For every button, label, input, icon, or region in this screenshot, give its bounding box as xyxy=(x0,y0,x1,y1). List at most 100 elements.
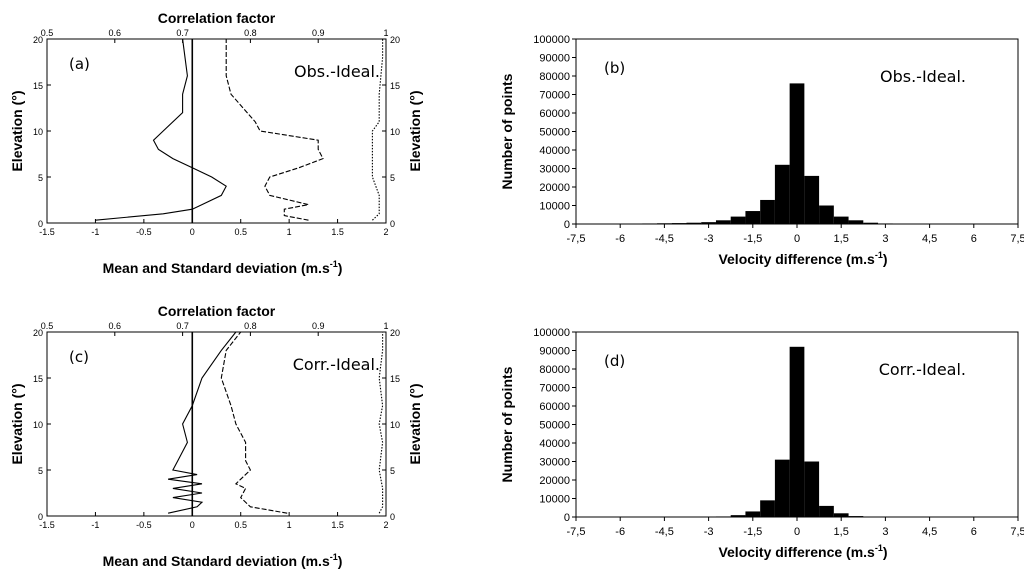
y-tick-label-right: 5 xyxy=(390,466,395,476)
panel-annotation: Corr.-Ideal. xyxy=(293,355,380,374)
y-tick-label: 100000 xyxy=(533,327,570,339)
y-tick-label: 40000 xyxy=(539,145,570,157)
histogram-bar xyxy=(789,346,805,517)
x-axis-title: Mean and Standard deviation (m.s-1) xyxy=(103,259,343,276)
series-line-3 xyxy=(371,39,384,221)
x-tick-label: 4,5 xyxy=(922,526,937,538)
y-tick-label: 50000 xyxy=(539,420,570,432)
x-tick-label: -4,5 xyxy=(655,526,674,538)
y-tick-label-right: 0 xyxy=(390,219,395,229)
y-tick-label: 0 xyxy=(564,219,570,231)
x-axis-title: Mean and Standard deviation (m.s-1) xyxy=(103,552,343,569)
x-tick-label: -3 xyxy=(704,526,714,538)
x-tick-label: -7,5 xyxy=(567,526,586,538)
histogram-bar xyxy=(833,513,849,517)
histogram-bar xyxy=(760,199,775,224)
y-tick-label: 50000 xyxy=(539,127,570,139)
histogram-bar xyxy=(642,223,658,224)
y-tick-label: 90000 xyxy=(539,53,570,65)
y-axis-title-right: Elevation (°) xyxy=(407,383,423,464)
series-line-1 xyxy=(167,331,237,514)
x-tick-label: 2 xyxy=(383,227,388,237)
x-tick-label: -7,5 xyxy=(567,233,586,245)
histogram-bar xyxy=(789,83,805,225)
top-axis-title: Correlation factor xyxy=(158,303,276,319)
histogram-bar xyxy=(774,459,790,517)
histogram-bar xyxy=(730,515,746,517)
x-tick-label: 0 xyxy=(794,526,800,538)
y-tick-label-left: 5 xyxy=(38,173,43,183)
y-tick-label-right: 10 xyxy=(390,127,400,137)
x-tick-label: 1,5 xyxy=(834,526,849,538)
y-tick-label-left: 0 xyxy=(38,512,43,522)
histogram-bar xyxy=(848,220,864,224)
y-tick-label-right: 20 xyxy=(390,328,400,338)
histogram-bar xyxy=(657,223,672,224)
x-tick-label: 0.5 xyxy=(234,520,247,530)
panel-label: (b) xyxy=(604,59,625,77)
y-tick-label-left: 10 xyxy=(33,127,43,137)
panel-label: (d) xyxy=(604,352,625,370)
x-tick-label: -1,5 xyxy=(743,526,762,538)
histogram-bar xyxy=(804,461,820,517)
x-tick-label: 4,5 xyxy=(922,233,937,245)
top-x-tick-label: 0.9 xyxy=(312,28,325,38)
y-tick-label: 20000 xyxy=(539,475,570,487)
x-tick-label: -6 xyxy=(615,233,625,245)
histogram-bar xyxy=(833,216,849,224)
x-tick-label: -6 xyxy=(615,526,625,538)
panel-annotation: Obs.-Ideal. xyxy=(880,67,966,86)
y-tick-label-left: 15 xyxy=(33,374,43,384)
x-tick-label: 7,5 xyxy=(1010,526,1024,538)
x-tick-label: 1.5 xyxy=(331,227,344,237)
x-tick-label: -1.5 xyxy=(39,227,55,237)
y-tick-label-right: 20 xyxy=(390,35,400,45)
top-x-tick-label: 0.8 xyxy=(244,28,257,38)
top-x-tick-label: 0.5 xyxy=(41,28,54,38)
x-tick-label: -1.5 xyxy=(39,520,55,530)
y-tick-label-left: 20 xyxy=(33,328,43,338)
x-axis-title: Velocity difference (m.s-1) xyxy=(718,250,887,267)
series-line-3 xyxy=(378,332,384,514)
top-x-tick-label: 0.7 xyxy=(176,28,189,38)
top-x-tick-label: 1 xyxy=(383,28,388,38)
y-tick-label: 60000 xyxy=(539,401,570,413)
histogram-bar xyxy=(804,175,820,224)
y-axis-title: Number of points xyxy=(499,73,515,189)
x-tick-label: 3 xyxy=(882,526,888,538)
histogram-bar xyxy=(848,516,864,517)
y-tick-label: 80000 xyxy=(539,364,570,376)
x-tick-label: 0 xyxy=(190,227,195,237)
y-tick-label-left: 10 xyxy=(33,420,43,430)
series-line-1 xyxy=(95,38,227,221)
x-tick-label: -3 xyxy=(704,233,714,245)
y-tick-label: 60000 xyxy=(539,108,570,120)
histogram-bar xyxy=(878,223,893,224)
y-tick-label-left: 0 xyxy=(38,219,43,229)
panel-annotation: Obs.-Ideal. xyxy=(294,62,380,81)
y-tick-label-right: 15 xyxy=(390,81,400,91)
y-tick-label: 80000 xyxy=(539,71,570,83)
y-tick-label: 10000 xyxy=(539,494,570,506)
panel-annotation: Corr.-Ideal. xyxy=(879,360,966,379)
y-tick-label-right: 15 xyxy=(390,374,400,384)
panel-label: (a) xyxy=(69,55,90,73)
y-tick-label: 100000 xyxy=(533,34,570,46)
y-tick-label: 30000 xyxy=(539,164,570,176)
y-tick-label-right: 0 xyxy=(390,512,395,522)
top-x-tick-label: 0.8 xyxy=(244,321,257,331)
x-tick-label: 2 xyxy=(383,520,388,530)
x-tick-label: 1 xyxy=(287,520,292,530)
histogram-bar xyxy=(863,222,879,224)
x-tick-label: -0.5 xyxy=(136,227,152,237)
top-x-tick-label: 0.9 xyxy=(312,321,325,331)
y-tick-label-right: 5 xyxy=(390,173,395,183)
x-tick-label: 7,5 xyxy=(1010,233,1024,245)
histogram-bar xyxy=(730,216,746,224)
top-x-tick-label: 0.7 xyxy=(176,321,189,331)
x-tick-label: -4,5 xyxy=(655,233,674,245)
y-tick-label: 70000 xyxy=(539,383,570,395)
y-tick-label: 30000 xyxy=(539,457,570,469)
x-tick-label: 0.5 xyxy=(234,227,247,237)
